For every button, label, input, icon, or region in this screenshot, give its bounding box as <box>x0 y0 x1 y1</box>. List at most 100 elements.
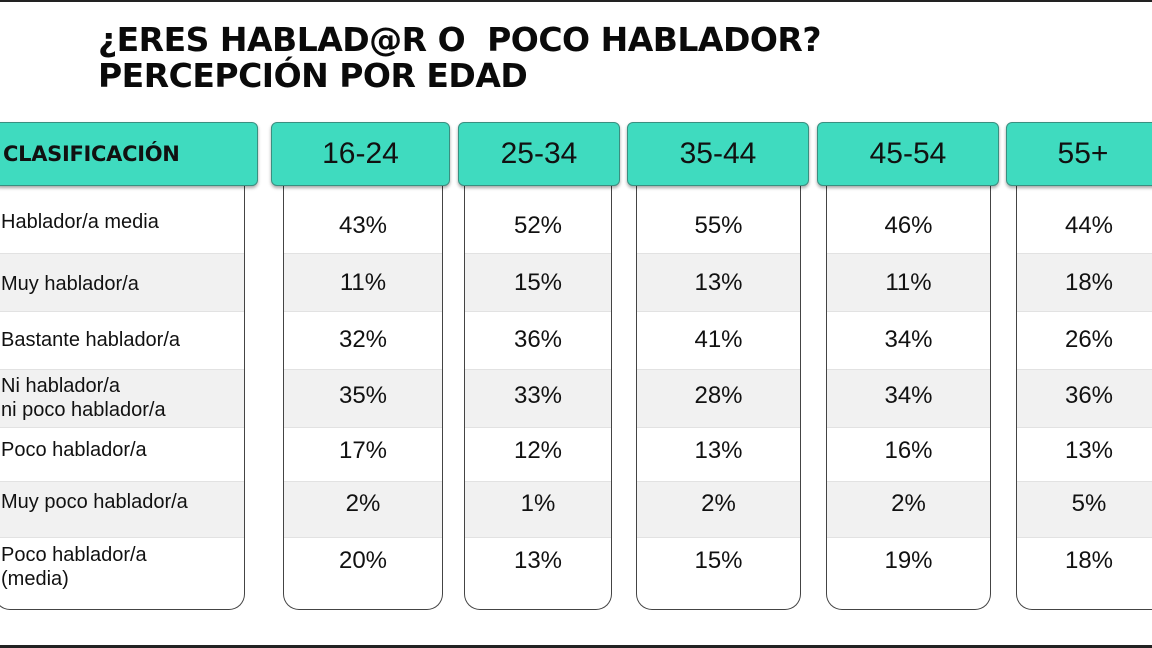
column-35-44: 55% 13% 41% 28% 13% 2% 15% <box>636 186 801 610</box>
cell-value: 11% <box>339 269 387 296</box>
cell-value: 11% <box>885 269 932 296</box>
cell-value: 34% <box>884 382 933 409</box>
cell-value: 34% <box>884 326 933 353</box>
table-cell: 11% <box>827 254 990 312</box>
table-cell: 2% <box>827 482 990 538</box>
cell-value: 2% <box>345 490 381 517</box>
cell-value: 2% <box>701 490 736 517</box>
column-16-24: 43% 11% 32% 35% 17% 2% 20% <box>283 186 443 610</box>
cell-value: 52% <box>513 212 563 239</box>
table-cell: 18% <box>1017 538 1152 609</box>
table-cell: 44% <box>1017 186 1152 254</box>
column-55-plus: 44% 18% 26% 36% 13% 5% 18% <box>1016 186 1152 610</box>
table-cell: 2% <box>637 482 800 538</box>
table-cell: 17% <box>284 428 442 482</box>
table-cell: 13% <box>1017 428 1152 482</box>
table-row-label: Poco hablador/a (media) <box>0 538 244 609</box>
table-cell: 34% <box>827 312 990 370</box>
cell-value: 12% <box>513 437 563 464</box>
cell-value: 17% <box>338 437 388 464</box>
age-header-55-plus: 55+ <box>1006 122 1152 186</box>
cell-value: 44% <box>1064 212 1114 239</box>
classification-header-label: CLASIFICACIÓN <box>3 142 180 166</box>
cell-value: 28% <box>694 382 743 409</box>
table-cell: 5% <box>1017 482 1152 538</box>
column-45-54: 46% 11% 34% 34% 16% 2% 19% <box>826 186 991 610</box>
cell-value: 36% <box>513 326 563 353</box>
page-title: ¿ERES HABLAD@R O POCO HABLADOR? PERCEPCI… <box>98 22 821 94</box>
cell-value: 20% <box>338 547 388 574</box>
row-label: Bastante hablador/a <box>1 329 181 351</box>
top-border-line <box>0 0 1152 2</box>
age-header-label: 25-34 <box>500 137 578 170</box>
table-cell: 13% <box>465 538 611 609</box>
age-header-label: 35-44 <box>679 137 757 170</box>
table-cell: 52% <box>465 186 611 254</box>
cell-value: 18% <box>1064 269 1114 296</box>
cell-value: 33% <box>513 382 563 409</box>
table-cell: 43% <box>284 186 442 254</box>
cell-value: 18% <box>1064 547 1114 574</box>
cell-value: 16% <box>884 437 933 464</box>
cell-value: 36% <box>1064 382 1114 409</box>
table-cell: 34% <box>827 370 990 428</box>
table-cell: 36% <box>465 312 611 370</box>
bottom-border-line <box>0 645 1152 648</box>
age-header-35-44: 35-44 <box>627 122 809 186</box>
age-header-label: 45-54 <box>869 137 947 170</box>
cell-value: 2% <box>891 490 926 517</box>
cell-value: 13% <box>513 547 563 574</box>
row-label: Ni hablador/a ni poco hablador/a <box>1 375 166 421</box>
table-cell: 55% <box>637 186 800 254</box>
table-row-label: Bastante hablador/a <box>0 312 244 370</box>
table-cell: 15% <box>637 538 800 609</box>
table-row-label: Hablador/a media <box>0 186 244 254</box>
column-25-34: 52% 15% 36% 33% 12% 1% 13% <box>464 186 612 610</box>
table-cell: 32% <box>284 312 442 370</box>
cell-value: 15% <box>513 269 563 296</box>
age-header-label: 16-24 <box>322 137 399 170</box>
row-label: Hablador/a media <box>1 211 159 233</box>
table-cell: 13% <box>637 428 800 482</box>
age-header-45-54: 45-54 <box>817 122 999 186</box>
cell-value: 43% <box>338 212 388 239</box>
cell-value: 41% <box>694 326 743 353</box>
table-cell: 41% <box>637 312 800 370</box>
table-cell: 28% <box>637 370 800 428</box>
table-cell: 20% <box>284 538 442 609</box>
cell-value: 13% <box>1064 437 1114 464</box>
row-label: Muy poco hablador/a <box>1 491 188 513</box>
cell-value: 46% <box>884 212 933 239</box>
age-header-16-24: 16-24 <box>271 122 450 186</box>
cell-value: 55% <box>694 212 743 239</box>
table-cell: 12% <box>465 428 611 482</box>
table-cell: 15% <box>465 254 611 312</box>
table-row-label: Muy hablador/a <box>0 254 244 312</box>
table-cell: 33% <box>465 370 611 428</box>
row-label: Muy hablador/a <box>1 273 139 295</box>
table-cell: 19% <box>827 538 990 609</box>
table-cell: 35% <box>284 370 442 428</box>
table-cell: 46% <box>827 186 990 254</box>
table-cell: 13% <box>637 254 800 312</box>
age-header-label: 55+ <box>1057 137 1109 170</box>
cell-value: 26% <box>1064 326 1114 353</box>
table-cell: 26% <box>1017 312 1152 370</box>
cell-value: 13% <box>694 269 743 296</box>
table-cell: 16% <box>827 428 990 482</box>
classification-column: Hablador/a media Muy hablador/a Bastante… <box>0 186 245 610</box>
table-cell: 2% <box>284 482 442 538</box>
table-row-label: Poco hablador/a <box>0 428 244 482</box>
cell-value: 19% <box>884 547 933 574</box>
row-label: Poco hablador/a <box>1 439 147 461</box>
row-label: Poco hablador/a (media) <box>1 544 147 590</box>
age-header-25-34: 25-34 <box>458 122 620 186</box>
title-line-2: PERCEPCIÓN POR EDAD <box>98 56 528 95</box>
table-row-label: Ni hablador/a ni poco hablador/a <box>0 370 244 428</box>
table-cell: 18% <box>1017 254 1152 312</box>
cell-value: 13% <box>694 437 743 464</box>
table-cell: 1% <box>465 482 611 538</box>
title-line-1: ¿ERES HABLAD@R O POCO HABLADOR? <box>98 20 821 59</box>
classification-header: CLASIFICACIÓN <box>0 122 258 186</box>
cell-value: 32% <box>338 326 388 353</box>
